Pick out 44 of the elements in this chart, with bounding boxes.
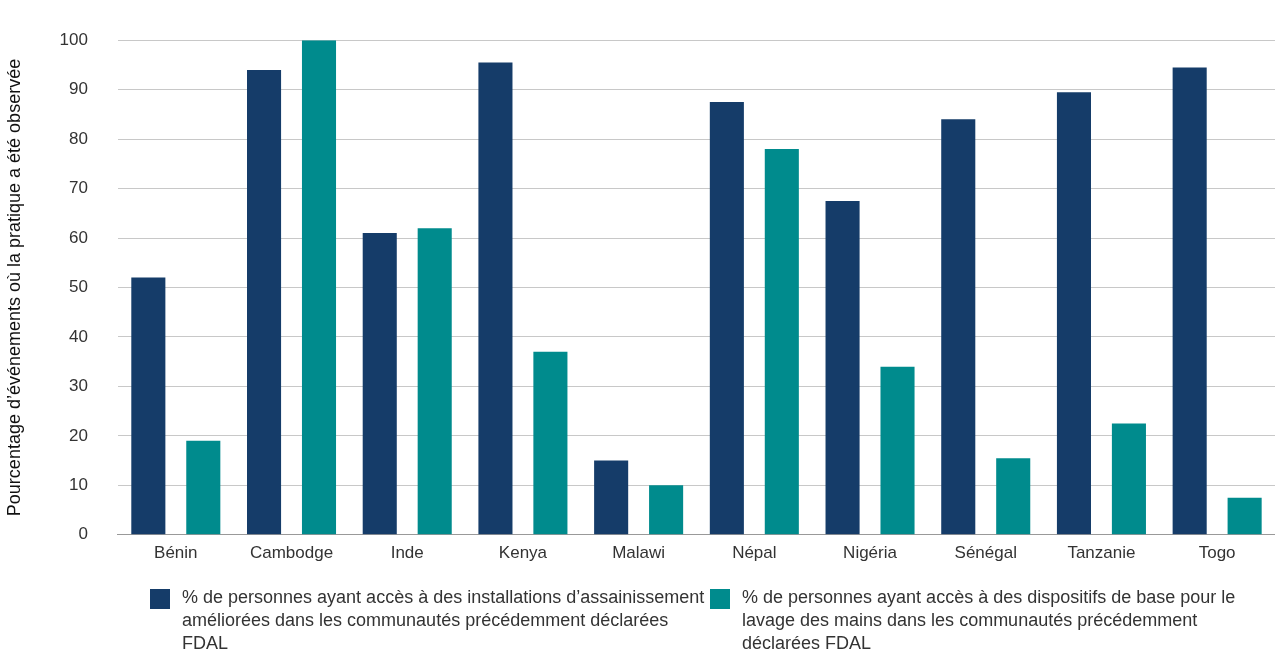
bar (1111, 423, 1146, 535)
x-tick-label: Kenya (498, 542, 548, 562)
y-tick-label: 100 (59, 29, 88, 49)
x-tick-label: Sénégal (954, 542, 1017, 562)
bar (649, 485, 684, 535)
x-tick-label: Népal (732, 542, 777, 562)
bar (941, 119, 976, 535)
x-tick-label: Malawi (612, 542, 666, 562)
bar (533, 351, 568, 535)
bar (362, 233, 397, 535)
y-tick-label: 40 (69, 326, 88, 346)
bar (825, 200, 860, 535)
y-tick-label: 10 (69, 475, 88, 495)
x-tick-label: Inde (390, 542, 424, 562)
bar (1056, 92, 1091, 535)
y-tick-label: 0 (78, 524, 88, 544)
bar (247, 69, 282, 535)
y-tick-label: 50 (69, 277, 88, 297)
y-tick-label: 60 (69, 227, 88, 247)
y-tick-label: 20 (69, 425, 88, 445)
bar (1172, 67, 1207, 535)
bar (301, 40, 337, 535)
bar (764, 149, 799, 535)
y-tick-label: 80 (69, 128, 88, 148)
bar (478, 62, 513, 535)
bar (594, 460, 629, 535)
legend-label: % de personnes ayant accès à des installations d’assainissement améliorées dans les communautés précédemment déclarées FDAL (182, 586, 706, 655)
bar (709, 102, 744, 535)
bar (996, 458, 1031, 535)
y-tick-label: 90 (69, 79, 88, 99)
bar (131, 277, 166, 535)
y-tick-label: 70 (69, 178, 88, 198)
bar (417, 228, 452, 535)
bar (186, 440, 221, 535)
bar (1227, 497, 1262, 535)
x-tick-label: Nigéria (843, 542, 898, 562)
x-tick-label: Tanzanie (1067, 542, 1136, 562)
bar (880, 366, 915, 535)
y-axis-title: Pourcentage d’événements où la pratique a été observée (3, 58, 24, 517)
x-tick-label: Cambodge (249, 542, 334, 562)
legend-label: % de personnes ayant accès à des dispositifs de base pour le lavage des mains dans les communautés précédemment déclarées FDAL (742, 586, 1237, 655)
x-tick-label: Bénin (154, 542, 198, 562)
x-tick-label: Togo (1198, 542, 1236, 562)
y-tick-label: 30 (69, 376, 88, 396)
